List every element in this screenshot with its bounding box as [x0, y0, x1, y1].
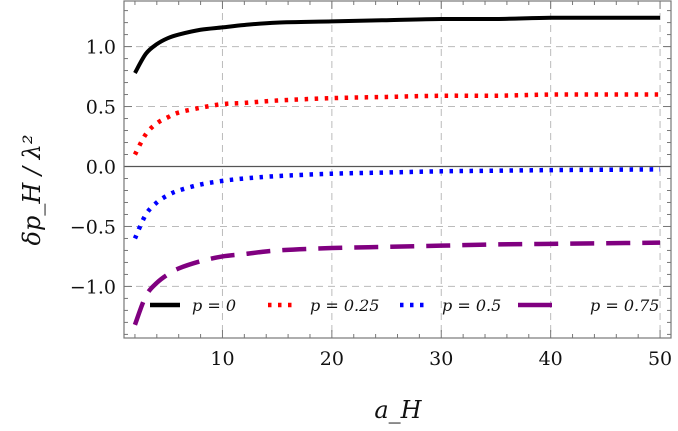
x-axis-label: a_H: [374, 396, 422, 424]
legend-label: p = 0: [192, 296, 236, 315]
x-tick-label: 10: [210, 348, 234, 370]
y-tick-label: −0.5: [70, 216, 116, 238]
series-line-p-0-25: [132, 92, 661, 156]
y-tick-label: 0.5: [86, 97, 116, 119]
legend-label: p = 0.5: [442, 296, 501, 315]
curves: [132, 15, 661, 326]
tick-labels: 10 20 30 40 50 1.0 0.5 0.0 −0.5 −1.0: [70, 37, 672, 370]
y-axis-label: δp_H / λ²: [18, 135, 46, 246]
tick-marks: [124, 1, 671, 338]
y-tick-label: 0.0: [86, 157, 116, 179]
series-line-p-0-75: [132, 240, 661, 326]
legend-label: p = 0.75: [590, 296, 659, 315]
grid: [124, 1, 671, 338]
plot-frame: [123, 0, 672, 339]
y-tick-label: 1.0: [86, 37, 116, 59]
x-tick-label: 50: [648, 348, 672, 370]
x-tick-label: 20: [320, 348, 344, 370]
legend-label: p = 0.25: [310, 296, 379, 315]
y-tick-label: −1.0: [70, 276, 116, 298]
series-line-p-0-5: [132, 167, 661, 240]
series-line-p-0: [133, 15, 661, 74]
x-tick-label: 30: [429, 348, 453, 370]
x-tick-label: 40: [539, 348, 563, 370]
legend: p = 0 p = 0.25 p = 0.5 p = 0.75: [150, 296, 659, 315]
